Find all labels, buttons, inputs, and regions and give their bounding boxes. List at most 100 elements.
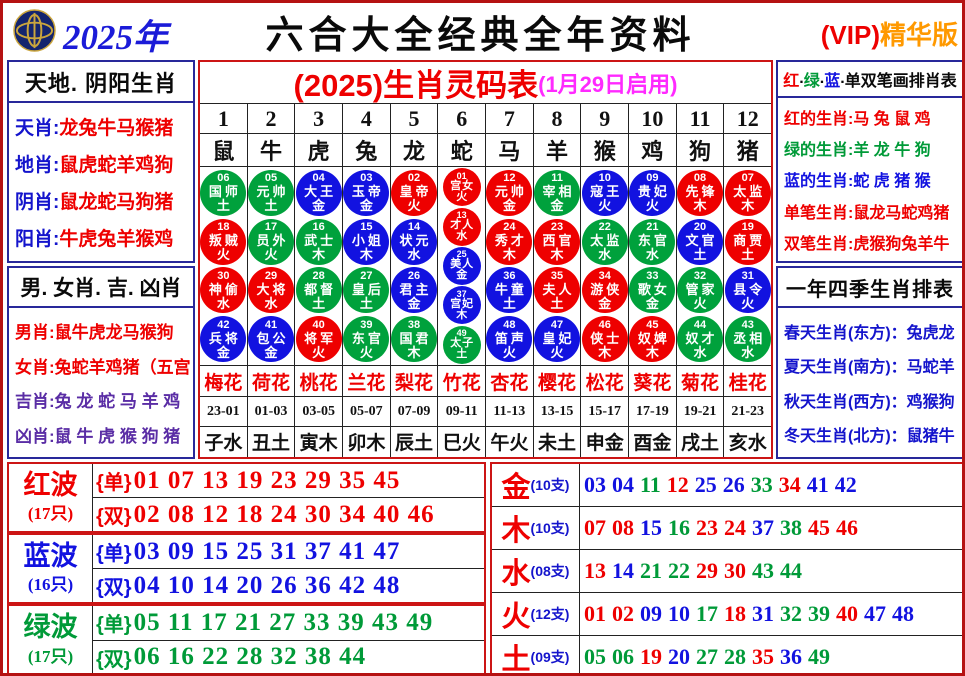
row-value: 兔 龙 蛇 马 羊 鸡 — [54, 392, 181, 412]
column-hours: 17-19 — [629, 397, 676, 427]
circle-number: 48 — [503, 318, 516, 331]
column-number: 7 — [486, 104, 533, 134]
column-flower: 葵花 — [629, 366, 676, 397]
zodiac-circle-34: 34 游侠金 — [581, 267, 628, 314]
circle-element: 金 — [550, 198, 564, 214]
circle-number: 20 — [693, 221, 707, 234]
element-number: 29 — [696, 558, 718, 583]
circle-number: 14 — [407, 221, 421, 234]
row-value: 龙兔牛马猴猪 — [59, 118, 174, 139]
element-number: 01 — [584, 601, 606, 626]
zodiac-row: 红的生肖: 马 兔 鼠 鸡 — [784, 105, 956, 129]
column-number: 4 — [343, 104, 390, 134]
circle-number: 24 — [503, 221, 516, 234]
column-flower: 杏花 — [486, 366, 533, 397]
column-animal: 龙 — [390, 134, 438, 167]
element-number: 22 — [668, 558, 690, 583]
element-number: 06 — [612, 644, 634, 669]
element-numbers: 01 02 09 10 17 18 31 32 39 40 47 48 — [580, 593, 962, 635]
circle-number: 18 — [217, 221, 230, 234]
circle-name: 元帅 — [494, 184, 527, 200]
circle-number: 19 — [741, 221, 754, 234]
column-number: 2 — [247, 104, 295, 134]
zodiac-circle-42: 42 兵将金 — [200, 316, 247, 363]
column-flower: 梨花 — [390, 366, 438, 397]
zodiac-column-鼠: 1 鼠 06 国师土 18 叛贼火 30 神偷水 42 兵将金梅花 23-01 子水 — [200, 104, 248, 457]
circle-name: 玉帝 — [351, 184, 384, 200]
wave-rows: {单} 05 11 17 21 27 33 39 43 49 {双} 06 16 22… — [93, 606, 484, 673]
zodiac-row: 阴肖: 鼠龙蛇马狗猪 — [15, 187, 187, 214]
element-count: (09支) — [530, 649, 570, 665]
element-numbers: 07 08 15 16 23 24 37 38 45 46 — [580, 507, 962, 549]
column-flower: 梅花 — [200, 366, 247, 397]
zodiac-circle-08: 08 先锋木 — [677, 169, 724, 216]
element-number: 43 — [752, 558, 774, 583]
circle-number: 05 — [264, 172, 278, 185]
element-row-木: 木 (10支) 07 08 15 16 23 24 37 38 45 46 — [492, 507, 962, 550]
element-number: 41 — [806, 472, 829, 497]
circle-name: 县令 — [733, 281, 766, 297]
column-hours: 15-17 — [581, 397, 629, 427]
element-number: 26 — [722, 472, 745, 497]
element-name: 火 — [501, 601, 531, 633]
circle-element: 水 — [456, 230, 468, 243]
circle-element: 火 — [456, 190, 468, 203]
zodiac-circle-09: 09 贵妃火 — [629, 169, 676, 216]
element-name: 金 — [501, 472, 531, 504]
season-row: 冬天生肖(北方)：鼠猪牛 — [784, 422, 956, 446]
circle-element: 木 — [550, 247, 564, 263]
row-value: 鼠虎蛇羊鸡狗 — [59, 155, 174, 176]
circle-number: 22 — [598, 221, 611, 234]
wave-rows: {单} 03 09 15 25 31 37 41 47 {双} 04 10 14 20… — [93, 535, 484, 602]
circle-name: 丞相 — [733, 330, 766, 346]
column-branch: 寅木 — [299, 433, 338, 454]
column-flower: 兰花 — [343, 366, 390, 397]
circle-element: 土 — [359, 295, 373, 311]
row-label: 男肖: — [15, 322, 55, 342]
wave-count: (17只) — [27, 504, 74, 524]
wave-number-row: {双} 04 10 14 20 26 36 42 48 — [93, 569, 484, 602]
zodiac-circle-32: 32 管家火 — [677, 267, 724, 314]
circle-number: 29 — [264, 269, 278, 282]
element-number: 36 — [780, 644, 802, 669]
odd-even-tag: {单} — [96, 543, 132, 565]
column-animal: 马 — [486, 134, 533, 167]
zodiac-circle-19: 19 商贾土 — [724, 218, 771, 265]
circle-name: 秀才 — [494, 233, 527, 249]
circle-number: 41 — [264, 318, 278, 331]
ball-stack: 04 大王金 16 武士木 28 都督土 40 将军火 — [295, 167, 343, 366]
globe-emblem-icon — [13, 9, 56, 52]
column-number: 9 — [581, 104, 629, 134]
circle-name: 宫女 — [450, 179, 475, 192]
element-number: 45 — [808, 515, 830, 540]
element-number: 24 — [724, 515, 746, 540]
circle-name: 夫人 — [542, 281, 575, 297]
column-number: 8 — [533, 104, 581, 134]
circle-element: 木 — [502, 247, 516, 263]
circle-number: 34 — [598, 269, 611, 282]
circle-name: 奴婢 — [637, 330, 670, 346]
row-label: 吉肖: — [15, 392, 55, 412]
column-hours: 07-09 — [390, 397, 438, 427]
zodiac-row: 女肖: 兔蛇羊鸡猪（五宫 — [15, 353, 191, 378]
wave-count: (17只) — [27, 646, 74, 666]
row-value: 鼠龙蛇马狗猪 — [59, 192, 174, 213]
circle-name: 兵将 — [208, 330, 241, 346]
row-value: 夏天生肖(南方)：马蛇羊 — [784, 359, 955, 377]
panel-title-part: 红 — [783, 73, 800, 90]
element-number: 39 — [808, 601, 830, 626]
zodiac-row: 绿的生肖: 羊 龙 牛 狗 — [784, 136, 956, 160]
circle-number: 44 — [693, 318, 707, 331]
wave-number-row: {单} 03 09 15 25 31 37 41 47 — [93, 535, 484, 569]
panel-title: 一年四季生肖排表 — [778, 268, 962, 308]
circle-element: 金 — [264, 344, 278, 360]
circle-name: 将军 — [304, 330, 337, 346]
element-name: 土 — [501, 644, 531, 676]
circle-number: 10 — [598, 172, 611, 185]
circle-name: 才人 — [450, 219, 475, 232]
wave-numbers: 03 09 15 25 31 37 41 47 — [133, 537, 401, 565]
circle-element: 金 — [312, 198, 326, 214]
wave-number-row: {单} 05 11 17 21 27 33 39 43 49 — [93, 606, 484, 641]
column-flower: 桃花 — [295, 366, 343, 397]
circle-number: 01 — [456, 170, 467, 181]
